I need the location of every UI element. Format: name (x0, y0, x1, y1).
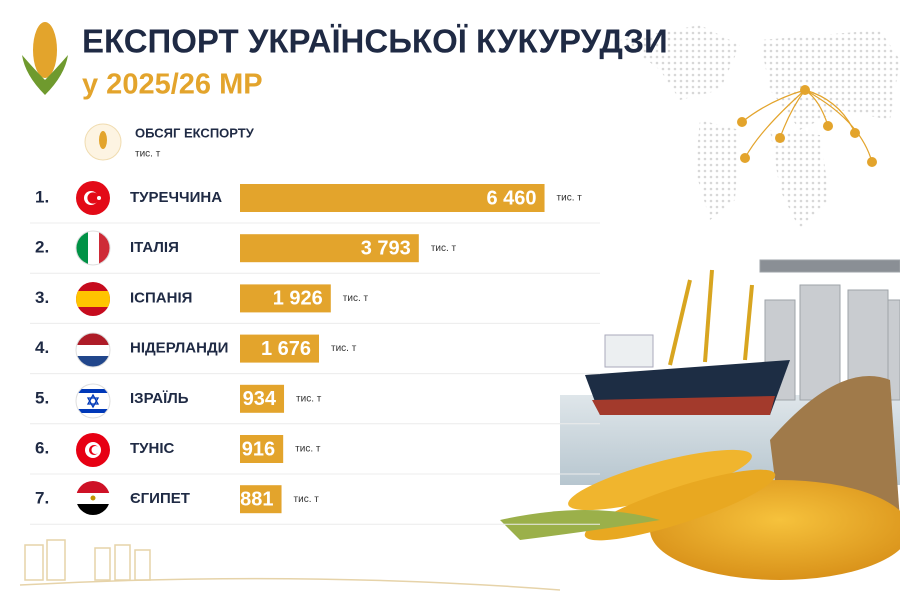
value-label: 916 (242, 438, 275, 460)
category-label: ІСПАНІЯ (130, 289, 192, 306)
bar (240, 234, 419, 263)
bar (240, 384, 285, 413)
flags (75, 181, 111, 515)
world-map (620, 25, 900, 230)
bar (240, 184, 545, 212)
unit-label: тис. т (331, 343, 357, 354)
unit-label: тис. т (295, 444, 321, 455)
rank: 6. (35, 438, 49, 457)
category-label: ІЗРАЇЛЬ (130, 390, 189, 407)
category-label: ТУРЕЧЧИНА (130, 189, 222, 206)
bar (240, 435, 284, 463)
unit-label: тис. т (294, 494, 320, 505)
legend: ОБСЯГ ЕКСПОРТУ тис. т (84, 123, 255, 161)
category-label: ТУНІС (130, 440, 174, 457)
rank: 1. (35, 187, 49, 206)
unit-label: тис. т (343, 293, 369, 304)
value-label: 1 676 (261, 338, 311, 360)
value-label: 1 926 (273, 288, 323, 310)
legend-unit: тис. т (135, 149, 161, 160)
category-label: ІТАЛІЯ (130, 239, 179, 256)
category-label: ЄГИПЕТ (130, 490, 190, 507)
value-label: 881 (240, 488, 273, 510)
rank: 4. (35, 338, 49, 357)
rank: 5. (35, 388, 49, 407)
chart-title: ЕКСПОРТ УКРАЇНСЬКОЇ КУКУРУДЗИ (82, 23, 668, 60)
corn-decoration (500, 376, 900, 580)
bar (240, 334, 320, 363)
chart-subtitle: у 2025/26 МР (82, 69, 263, 101)
unit-label: тис. т (431, 243, 457, 254)
unit-label: тис. т (296, 393, 322, 404)
rank: 3. (35, 288, 49, 307)
value-label: 6 460 (486, 187, 536, 209)
bar (240, 485, 282, 514)
value-label: 934 (243, 388, 277, 410)
rank: 2. (35, 238, 49, 257)
corn-logo (22, 22, 68, 95)
bar (240, 284, 331, 313)
unit-label: тис. т (557, 193, 583, 204)
category-label: НІДЕРЛАНДИ (130, 340, 228, 357)
rank: 7. (35, 489, 49, 508)
value-label: 3 793 (361, 237, 411, 259)
silo-outline (19, 539, 561, 591)
legend-label: ОБСЯГ ЕКСПОРТУ (135, 125, 255, 140)
